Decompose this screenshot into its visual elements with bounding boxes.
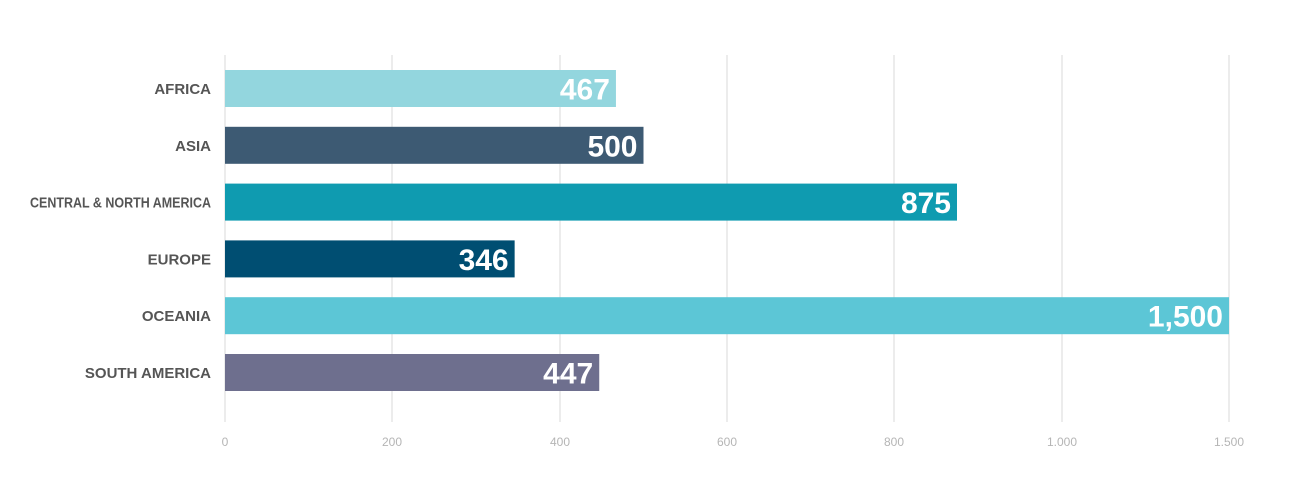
x-tick-label: 400: [550, 435, 570, 449]
category-label: SOUTH AMERICA: [85, 365, 211, 382]
x-tick-label: 1.000: [1047, 435, 1077, 449]
bar: [225, 240, 515, 278]
category-label: OCEANIA: [142, 308, 211, 325]
category-label: ASIA: [175, 138, 211, 155]
bars: [225, 70, 1229, 391]
value-label: 500: [587, 130, 637, 163]
x-axis-ticks: 0 200 400 600 800 1.000 1.500: [222, 435, 1245, 449]
bar: [225, 183, 957, 221]
category-label: CENTRAL & NORTH AMERICA: [30, 195, 211, 212]
gridlines: [224, 55, 1230, 422]
bar: [225, 297, 1229, 335]
category-label: EUROPE: [148, 251, 211, 268]
value-labels: 467 500 875 346 1,500 447: [459, 74, 1223, 391]
x-tick-label: 200: [382, 435, 402, 449]
category-label: AFRICA: [154, 81, 211, 98]
x-tick-label: 800: [884, 435, 904, 449]
value-label: 447: [543, 358, 593, 391]
value-label: 1,500: [1148, 301, 1223, 334]
x-tick-label: 0: [222, 435, 229, 449]
category-labels: AFRICA ASIA CENTRAL & NORTH AMERICA EUROPE O…: [30, 81, 211, 382]
value-label: 875: [901, 187, 951, 220]
bar: [225, 126, 644, 164]
value-label: 346: [459, 244, 509, 277]
x-tick-label: 1.500: [1214, 435, 1244, 449]
bar: [225, 354, 600, 391]
bar: [225, 70, 616, 107]
value-label: 467: [560, 74, 610, 107]
x-tick-label: 600: [717, 435, 737, 449]
